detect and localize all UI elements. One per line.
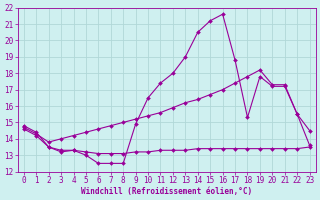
X-axis label: Windchill (Refroidissement éolien,°C): Windchill (Refroidissement éolien,°C)	[81, 187, 252, 196]
